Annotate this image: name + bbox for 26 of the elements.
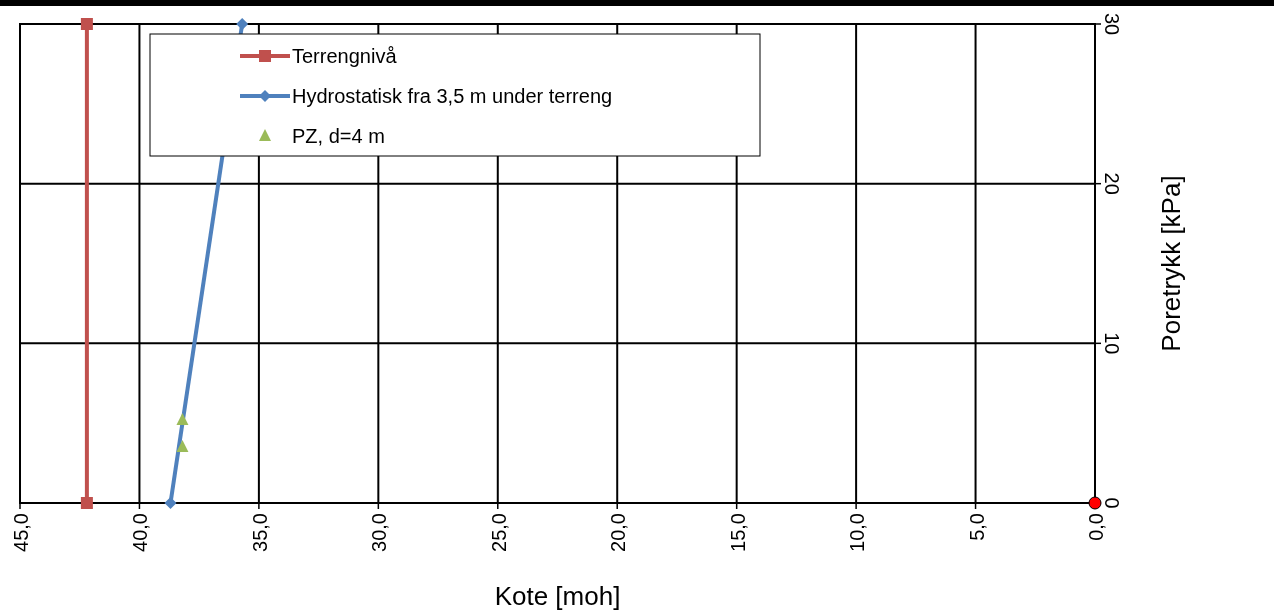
point — [176, 412, 189, 425]
point — [1088, 496, 1102, 510]
point — [164, 497, 177, 509]
point — [80, 18, 93, 30]
legend-label: Hydrostatisk fra 3,5 m under terreng — [292, 85, 613, 107]
point — [236, 18, 249, 30]
x-tick-label: 15,0 — [726, 513, 749, 552]
x-tick-label: 0,0 — [1085, 513, 1107, 541]
y-tick-label: 20 — [1101, 172, 1123, 195]
point — [80, 497, 93, 509]
x-tick-label: 35,0 — [248, 513, 271, 552]
y-axis-title: Poretrykk [kPa] — [1156, 175, 1186, 352]
legend-label: Terrengnivå — [292, 45, 398, 67]
x-tick-label: 45,0 — [10, 513, 32, 552]
x-tick-label: 40,0 — [129, 513, 152, 552]
y-tick-label: 0 — [1101, 497, 1123, 509]
x-tick-label: 10,0 — [846, 513, 869, 552]
y-tick-label: 30 — [1101, 12, 1123, 36]
legend-label: PZ, d=4 m — [292, 125, 385, 147]
x-tick-label: 30,0 — [368, 513, 391, 552]
x-axis-title: Kote [moh] — [494, 581, 621, 611]
x-tick-label: 25,0 — [487, 513, 510, 552]
point — [176, 440, 189, 453]
x-tick-label: 20,0 — [607, 513, 630, 552]
y-tick-label: 10 — [1101, 332, 1123, 355]
x-tick-label: 5,0 — [965, 513, 988, 541]
